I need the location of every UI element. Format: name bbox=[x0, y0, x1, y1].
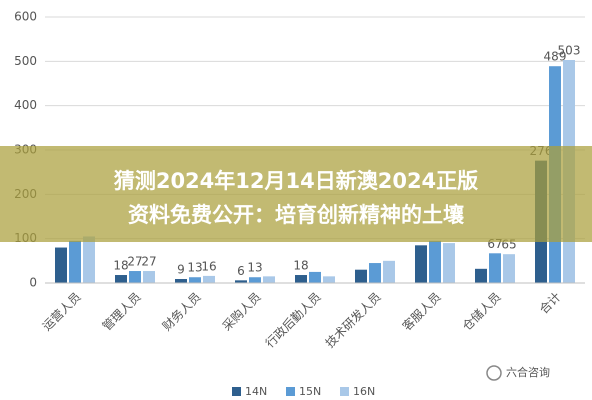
bar bbox=[415, 245, 427, 283]
bar bbox=[263, 276, 275, 283]
bar bbox=[203, 275, 215, 283]
legend-label: 14N bbox=[245, 385, 267, 398]
bar bbox=[489, 253, 501, 283]
overlay-line: 猜测2024年12月14日新澳2024正版 bbox=[113, 169, 478, 193]
bar bbox=[443, 243, 455, 283]
value-label: 27 bbox=[127, 255, 142, 269]
value-label: 27 bbox=[141, 255, 156, 269]
y-tick-label: 0 bbox=[29, 276, 37, 290]
value-label: 18 bbox=[113, 259, 128, 273]
value-label: 489 bbox=[544, 50, 567, 64]
bar bbox=[475, 268, 487, 283]
bar bbox=[143, 271, 155, 283]
value-label: 16 bbox=[201, 259, 216, 273]
bar bbox=[383, 260, 395, 283]
bar bbox=[175, 279, 187, 283]
overlay-banner bbox=[0, 146, 592, 242]
value-label: 9 bbox=[177, 263, 185, 277]
value-label: 18 bbox=[293, 259, 308, 273]
watermark-icon bbox=[486, 365, 502, 381]
bar bbox=[503, 254, 515, 283]
bar bbox=[55, 247, 67, 283]
value-label: 13 bbox=[187, 261, 202, 275]
bar bbox=[129, 271, 141, 283]
bar bbox=[295, 275, 307, 283]
y-tick-label: 600 bbox=[14, 10, 37, 24]
overlay-line: 资料免费公开：培育创新精神的土壤 bbox=[128, 203, 465, 227]
bar bbox=[355, 269, 367, 283]
watermark: 六合咨询 bbox=[506, 365, 550, 379]
bar bbox=[189, 277, 201, 283]
value-label: 6 bbox=[237, 264, 245, 278]
legend-swatch bbox=[340, 387, 349, 396]
y-tick-label: 500 bbox=[14, 54, 37, 68]
bar bbox=[69, 240, 81, 283]
value-label: 503 bbox=[558, 44, 581, 58]
bar bbox=[323, 276, 335, 283]
bar bbox=[235, 280, 247, 283]
y-tick-label: 400 bbox=[14, 98, 37, 112]
bar bbox=[249, 277, 261, 283]
value-label: 13 bbox=[247, 261, 262, 275]
legend-label: 15N bbox=[299, 385, 321, 398]
bar bbox=[309, 271, 321, 283]
bar bbox=[369, 263, 381, 283]
legend-label: 16N bbox=[353, 385, 375, 398]
bar bbox=[115, 275, 127, 283]
legend-swatch bbox=[286, 387, 295, 396]
bar bbox=[429, 240, 441, 283]
legend-swatch bbox=[232, 387, 241, 396]
bar bbox=[83, 236, 95, 283]
